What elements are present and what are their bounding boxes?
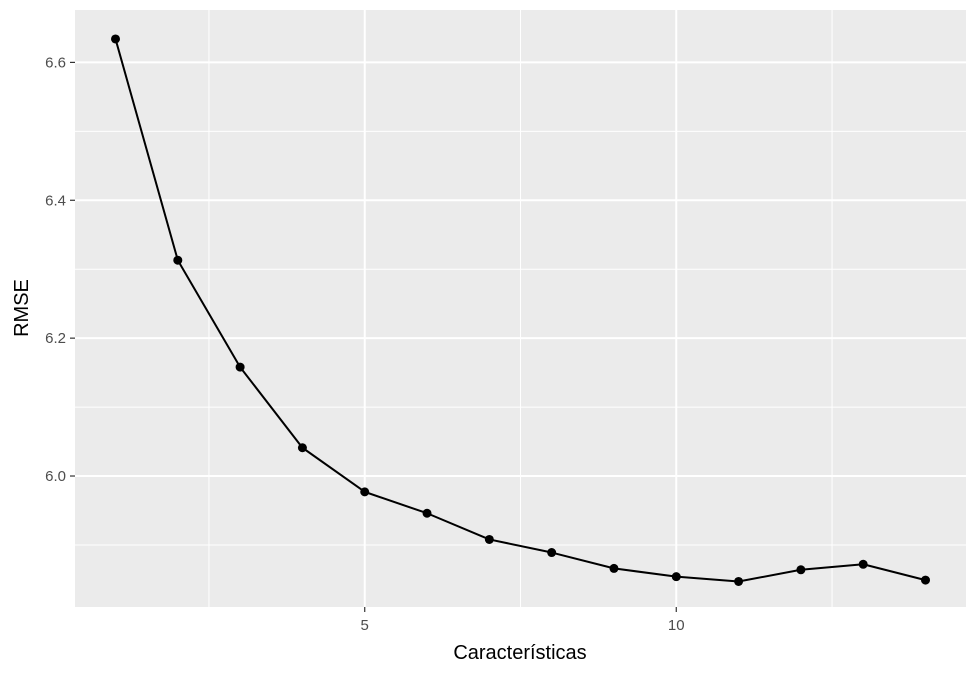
data-point: [547, 548, 557, 558]
y-tick-label: 6.0: [45, 468, 66, 485]
data-point: [360, 487, 370, 497]
y-tick-label: 6.4: [45, 192, 66, 209]
data-point: [921, 575, 930, 585]
x-axis-title: Características: [453, 642, 586, 664]
data-point: [671, 572, 681, 582]
data-point: [796, 565, 806, 575]
series-line: [114, 38, 926, 583]
minor-gridlines: [75, 10, 966, 607]
data-point: [484, 534, 494, 544]
data-point: [609, 563, 619, 573]
data-point: [235, 362, 245, 372]
y-axis-title: RMSE: [11, 279, 33, 337]
data-point: [111, 34, 120, 44]
data-point: [173, 255, 183, 265]
y-axis: 6.0 6.2 6.4 6.6: [45, 54, 75, 485]
y-tick-label: 6.2: [45, 330, 66, 347]
data-point: [422, 508, 432, 518]
x-axis: 5 10: [361, 607, 685, 634]
series-line-group: [114, 38, 926, 583]
data-points: [111, 34, 930, 586]
data-point: [734, 576, 744, 586]
x-tick-label: 5: [361, 617, 369, 634]
data-point: [858, 559, 868, 569]
data-point: [297, 443, 307, 453]
y-tick-label: 6.6: [45, 54, 66, 71]
x-tick-label: 10: [668, 617, 685, 634]
